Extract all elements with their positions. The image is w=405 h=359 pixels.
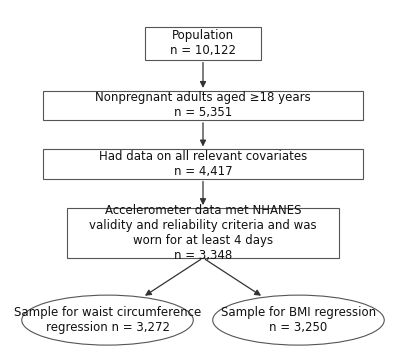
FancyBboxPatch shape: [144, 27, 261, 60]
FancyBboxPatch shape: [43, 91, 362, 120]
Text: Population
n = 10,122: Population n = 10,122: [170, 29, 235, 57]
Text: Had data on all relevant covariates
n = 4,417: Had data on all relevant covariates n = …: [99, 150, 306, 178]
Ellipse shape: [22, 295, 193, 345]
Text: Accelerometer data met NHANES
validity and reliability criteria and was
worn for: Accelerometer data met NHANES validity a…: [89, 204, 316, 262]
Ellipse shape: [212, 295, 383, 345]
Text: Sample for BMI regression
n = 3,250: Sample for BMI regression n = 3,250: [220, 306, 375, 334]
Text: Nonpregnant adults aged ≥18 years
n = 5,351: Nonpregnant adults aged ≥18 years n = 5,…: [95, 92, 310, 120]
Text: Sample for waist circumference
regression n = 3,272: Sample for waist circumference regressio…: [14, 306, 200, 334]
FancyBboxPatch shape: [43, 149, 362, 179]
FancyBboxPatch shape: [66, 208, 339, 258]
